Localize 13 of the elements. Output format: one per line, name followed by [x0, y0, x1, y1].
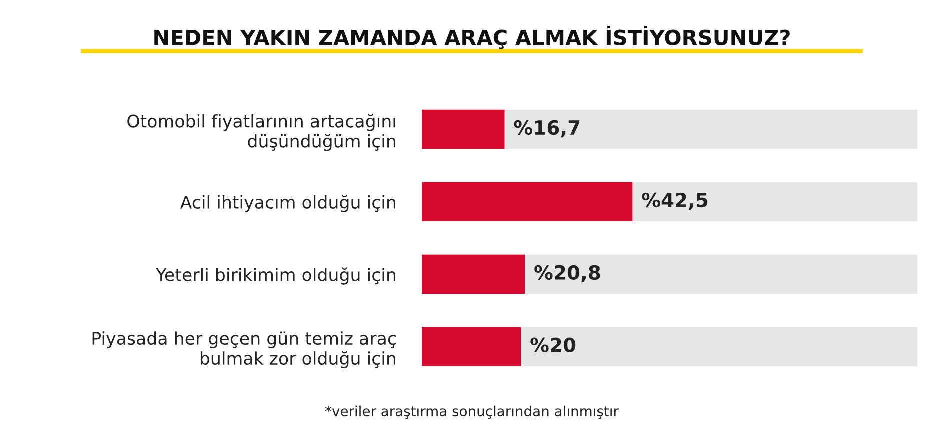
data-label: %20 — [530, 338, 576, 353]
y-tick-label: Piyasada her geçen gün temiz araç bulmak zor olduğu için — [92, 332, 396, 368]
chart-title: NEDEN YAKIN ZAMANDA ARAÇ ALMAK İSTİYORSUNUZ? — [154, 26, 790, 50]
data-label: %42,5 — [642, 192, 708, 210]
y-tick-label: Acil ihtiyacım olduğu için — [180, 195, 396, 212]
y-tick-label: Otomobil fiyatlarının artacağını düşündüğüm için — [128, 114, 396, 152]
bar — [422, 254, 526, 294]
data-label: %20,8 — [534, 265, 600, 283]
bar — [422, 327, 522, 366]
data-label: %16,7 — [514, 120, 580, 138]
y-tick-label: Yeterli birikimim olduğu için — [156, 268, 396, 285]
text: *veriler araştırma sonuçlarından alınmıştır — [325, 406, 619, 420]
bar — [422, 110, 505, 150]
